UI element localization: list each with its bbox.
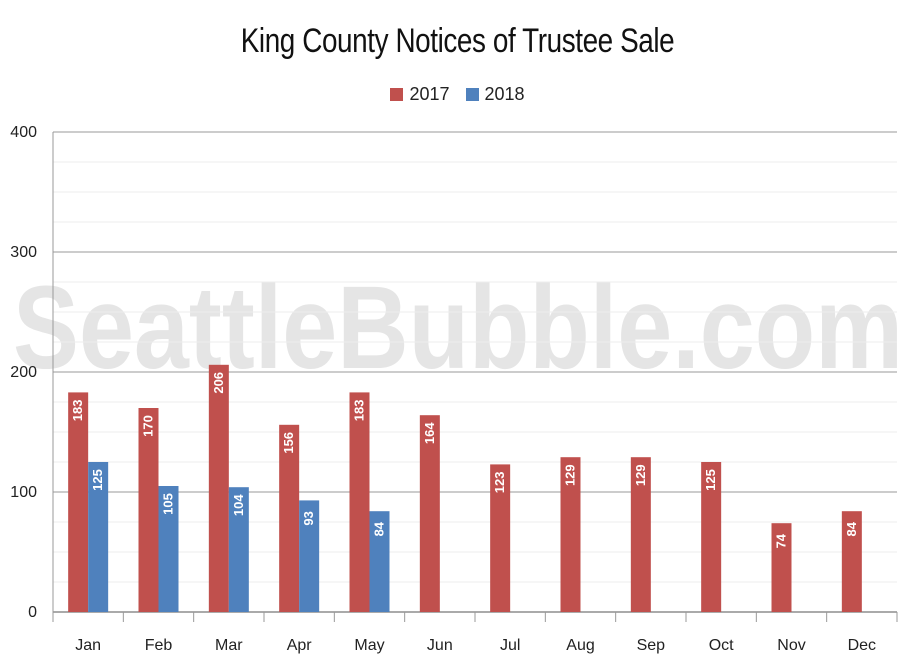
data-label: 183	[70, 400, 85, 422]
x-tick-label: Nov	[777, 637, 805, 654]
x-tick-label: Sep	[637, 637, 666, 654]
data-label: 123	[492, 472, 507, 494]
x-tick-label: Feb	[145, 637, 173, 654]
x-tick-label: Aug	[566, 637, 594, 654]
data-label: 164	[422, 422, 437, 444]
data-label: 104	[231, 494, 246, 516]
legend-item-2017: 2017	[390, 84, 450, 105]
x-tick-label: Dec	[848, 637, 876, 654]
y-tick-label: 200	[10, 364, 37, 381]
bar-2017-nov	[771, 523, 792, 612]
legend: 2017 2018	[0, 84, 915, 105]
data-label: 156	[281, 432, 296, 454]
legend-swatch-2018	[465, 88, 479, 101]
bar-2017-apr	[279, 424, 300, 612]
y-tick-label: 400	[10, 124, 37, 141]
bar-2017-dec	[841, 511, 862, 612]
bar-2017-may	[349, 392, 370, 612]
data-label: 84	[844, 521, 859, 536]
data-label: 93	[301, 511, 316, 525]
bar-2018-may	[369, 511, 390, 612]
bar-2017-jul	[490, 464, 511, 612]
x-tick-label: May	[354, 637, 384, 654]
data-label: 105	[161, 493, 176, 515]
bar-2017-aug	[560, 457, 581, 612]
bar-2018-feb	[158, 486, 179, 612]
y-tick-label: 0	[28, 604, 37, 621]
bar-2017-jun	[419, 415, 440, 612]
data-label: 74	[774, 533, 789, 548]
x-tick-label: Mar	[215, 637, 243, 654]
data-label: 129	[563, 464, 578, 486]
bar-2017-jan	[68, 392, 89, 612]
legend-label-2017: 2017	[409, 84, 450, 104]
bar-2017-feb	[138, 408, 159, 612]
data-label: 125	[703, 469, 718, 491]
x-tick-label: Apr	[287, 637, 313, 654]
data-label: 125	[90, 469, 105, 491]
y-tick-label: 100	[10, 484, 37, 501]
data-label: 206	[211, 372, 226, 394]
x-tick-label: Jul	[500, 637, 520, 654]
legend-label-2018: 2018	[484, 84, 525, 104]
y-tick-label: 300	[10, 244, 37, 261]
data-label: 183	[352, 400, 367, 422]
x-tick-label: Jan	[75, 637, 101, 654]
data-label: 129	[633, 464, 648, 486]
bar-2018-mar	[228, 487, 249, 612]
data-label: 84	[372, 521, 387, 536]
bar-2017-sep	[630, 457, 651, 612]
legend-item-2018: 2018	[465, 84, 525, 105]
bar-2017-oct	[701, 462, 722, 612]
bar-2017-mar	[208, 364, 229, 612]
x-tick-label: Jun	[427, 637, 453, 654]
bar-2018-jan	[88, 462, 109, 612]
chart-title: King County Notices of Trustee Sale	[240, 22, 675, 60]
x-tick-label: Oct	[709, 637, 734, 654]
data-label: 170	[141, 415, 156, 437]
bar-2018-apr	[299, 500, 320, 612]
legend-swatch-2017	[390, 88, 404, 101]
